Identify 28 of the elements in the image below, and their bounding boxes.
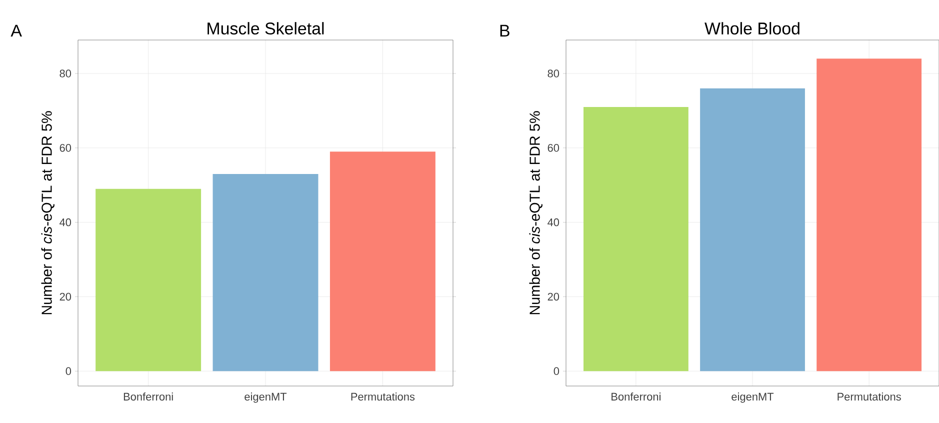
y-tick-label: 20 (60, 292, 72, 301)
bar (212, 174, 318, 372)
x-tick-label: Bonferroni (124, 392, 173, 401)
y-tick-label: 60 (60, 144, 72, 152)
y-tick-label: 20 (548, 292, 560, 301)
bar (583, 106, 688, 372)
bar (700, 88, 805, 372)
y-tick-label: 0 (66, 367, 72, 375)
text: B (500, 24, 510, 36)
chart-title: Whole Blood (704, 22, 800, 35)
x-tick-label: Bonferroni (612, 392, 660, 401)
x-tick-label: Permutations (351, 392, 415, 401)
x-tick-label: Permutations (838, 392, 901, 401)
chart-title: Muscle Skeletal (208, 22, 324, 35)
bar (330, 152, 436, 372)
y-axis-title: Number of cis-eQTL at FDR 5% (529, 111, 542, 314)
x-tick-label: eigenMT (732, 392, 774, 403)
y-tick-label: 60 (548, 144, 560, 152)
y-tick-label: 80 (60, 70, 72, 78)
y-tick-label: 80 (548, 70, 560, 78)
y-tick-label: 0 (554, 367, 560, 375)
x-tick-label: eigenMT (244, 392, 287, 403)
y-tick-label: 40 (548, 218, 560, 226)
bar (816, 58, 922, 372)
text: A (10, 24, 22, 36)
y-axis-title: Number of cis-eQTL at FDR 5% (41, 111, 54, 314)
bar (96, 188, 202, 372)
y-tick-label: 40 (60, 218, 72, 226)
